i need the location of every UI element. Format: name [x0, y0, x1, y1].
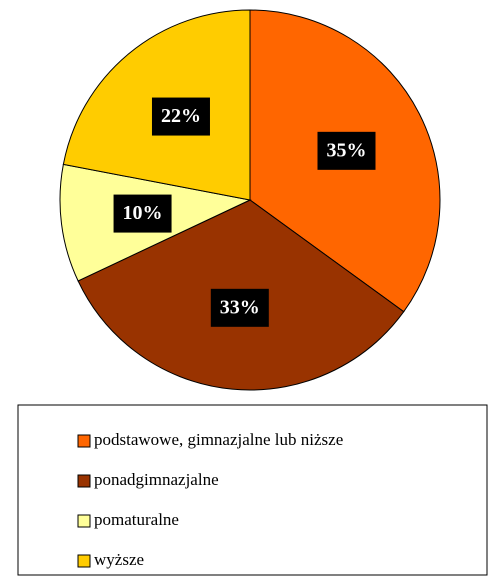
value-label-box — [151, 97, 210, 136]
legend-label: podstawowe, gimnazjalne lub niższe — [94, 430, 343, 449]
value-label: 22% — [161, 105, 201, 127]
value-label: 35% — [326, 139, 366, 161]
legend-label: wyższe — [94, 550, 144, 569]
legend-label: ponadgimnazjalne — [94, 470, 219, 489]
legend-swatch — [77, 514, 91, 528]
legend-swatch — [77, 474, 91, 488]
value-label-box — [210, 288, 269, 327]
value-label: 33% — [220, 296, 260, 318]
value-label-box — [317, 131, 376, 170]
value-label: 10% — [123, 202, 163, 224]
legend-box — [17, 404, 488, 576]
value-label-box — [113, 194, 172, 233]
legend-swatch — [77, 554, 91, 568]
legend-label: pomaturalne — [94, 510, 179, 529]
legend-swatch — [77, 434, 91, 448]
